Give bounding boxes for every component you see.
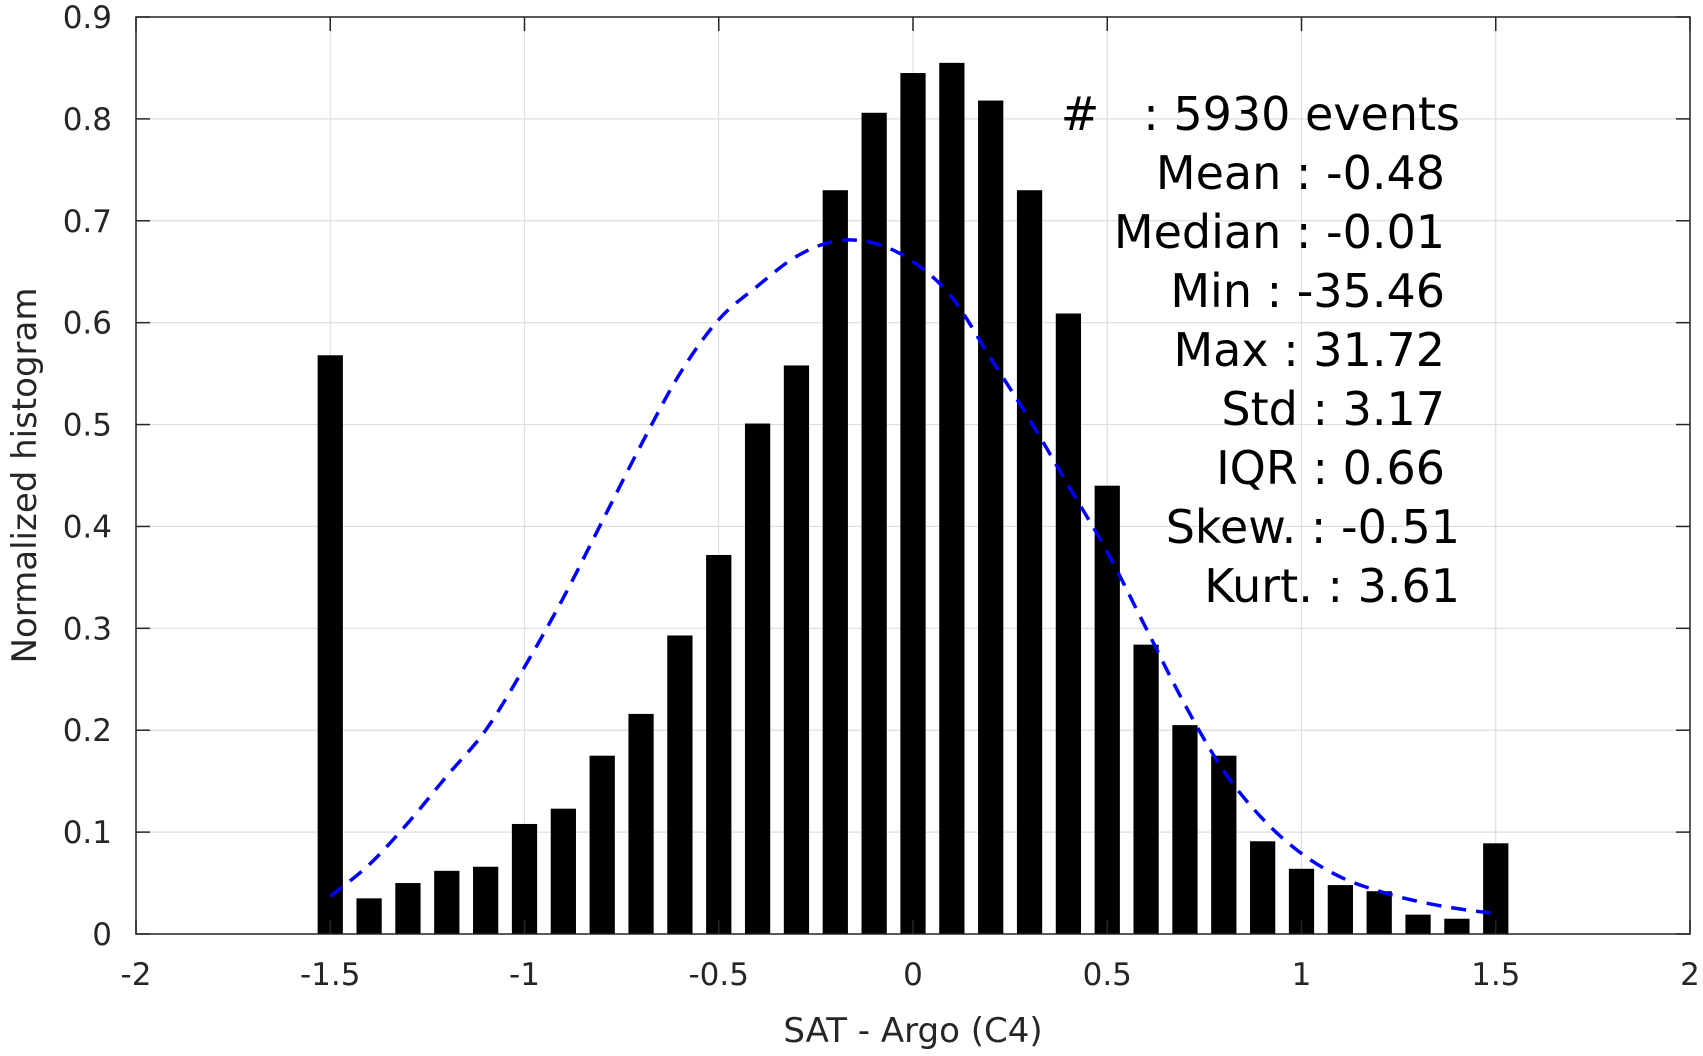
y-tick-label: 0.6 bbox=[63, 306, 112, 342]
histogram-bar bbox=[1483, 843, 1509, 934]
stat-line: Max : 31.72 bbox=[1173, 323, 1445, 377]
x-tick-label: 2 bbox=[1680, 957, 1700, 993]
histogram-bar bbox=[395, 883, 421, 934]
histogram-bars bbox=[317, 62, 1509, 935]
x-tick-label: 1 bbox=[1292, 957, 1312, 993]
histogram-bar bbox=[1444, 918, 1470, 934]
y-tick-label: 0.1 bbox=[63, 815, 112, 851]
x-tick-label: 1.5 bbox=[1471, 957, 1520, 993]
histogram-bar bbox=[1016, 190, 1043, 934]
histogram-bar bbox=[1094, 485, 1120, 934]
x-tick-label: -0.5 bbox=[689, 957, 750, 993]
histogram-bar bbox=[550, 808, 576, 934]
histogram-bar bbox=[706, 554, 732, 934]
stat-line: # : 5930 events bbox=[1061, 87, 1460, 141]
histogram-bar bbox=[1133, 644, 1159, 934]
y-tick-label: 0.8 bbox=[63, 102, 112, 138]
x-tick-label: -1.5 bbox=[300, 957, 361, 993]
x-tick-label: -2 bbox=[121, 957, 152, 993]
histogram-bar bbox=[1327, 885, 1353, 934]
stat-line: IQR : 0.66 bbox=[1216, 441, 1445, 495]
y-tick-label: 0.4 bbox=[63, 509, 112, 545]
histogram-bar bbox=[1405, 914, 1431, 934]
x-tick-label: 0 bbox=[903, 957, 923, 993]
histogram-bar bbox=[822, 190, 848, 934]
y-tick-label: 0.3 bbox=[63, 611, 112, 647]
histogram-bar bbox=[1366, 891, 1392, 934]
histogram-bar bbox=[744, 423, 771, 934]
y-tick-label: 0 bbox=[92, 917, 112, 953]
y-tick-label: 0.5 bbox=[63, 408, 112, 444]
y-tick-label: 0.7 bbox=[63, 204, 112, 240]
histogram-bar bbox=[1172, 725, 1198, 934]
histogram-bar bbox=[1211, 755, 1237, 934]
normal-fit-curve bbox=[329, 238, 1496, 916]
stat-line: Skew. : -0.51 bbox=[1166, 500, 1460, 554]
histogram-bar bbox=[667, 635, 693, 934]
y-tick-label: 0.9 bbox=[63, 0, 112, 36]
y-tick-label: 0.2 bbox=[63, 713, 112, 749]
x-tick-label: 0.5 bbox=[1083, 957, 1132, 993]
histogram-bar bbox=[1055, 313, 1082, 934]
histogram-bar bbox=[317, 355, 343, 934]
histogram-bar bbox=[473, 866, 499, 934]
histogram-bar bbox=[589, 755, 615, 934]
x-tick-label: -1 bbox=[509, 957, 540, 993]
histogram-bar bbox=[434, 870, 460, 934]
histogram-bar bbox=[939, 62, 965, 935]
histogram-bar bbox=[628, 713, 654, 934]
stat-line: Mean : -0.48 bbox=[1156, 146, 1445, 200]
stat-line: Median : -0.01 bbox=[1114, 205, 1445, 259]
histogram-bar bbox=[978, 100, 1004, 934]
stat-line: Kurt. : 3.61 bbox=[1204, 559, 1460, 613]
histogram-bar bbox=[1250, 841, 1276, 934]
axis-ticks: -2 -1.5 -1 -0.5 0 0.5 1 1.5 2 0 0.1 0.2 0.3 0.4 0.5 0.6… bbox=[63, 0, 1700, 993]
stat-line: Min : -35.46 bbox=[1170, 264, 1445, 318]
x-axis-label: SAT - Argo (C4) bbox=[783, 1011, 1042, 1051]
y-axis-label: Normalized histogram bbox=[5, 288, 45, 664]
histogram-bar bbox=[356, 898, 382, 934]
histogram-bar bbox=[783, 365, 810, 935]
histogram-bar bbox=[861, 112, 887, 934]
stat-line: Std : 3.17 bbox=[1221, 382, 1445, 436]
histogram-bar bbox=[511, 823, 538, 934]
histogram-bar bbox=[900, 73, 926, 935]
